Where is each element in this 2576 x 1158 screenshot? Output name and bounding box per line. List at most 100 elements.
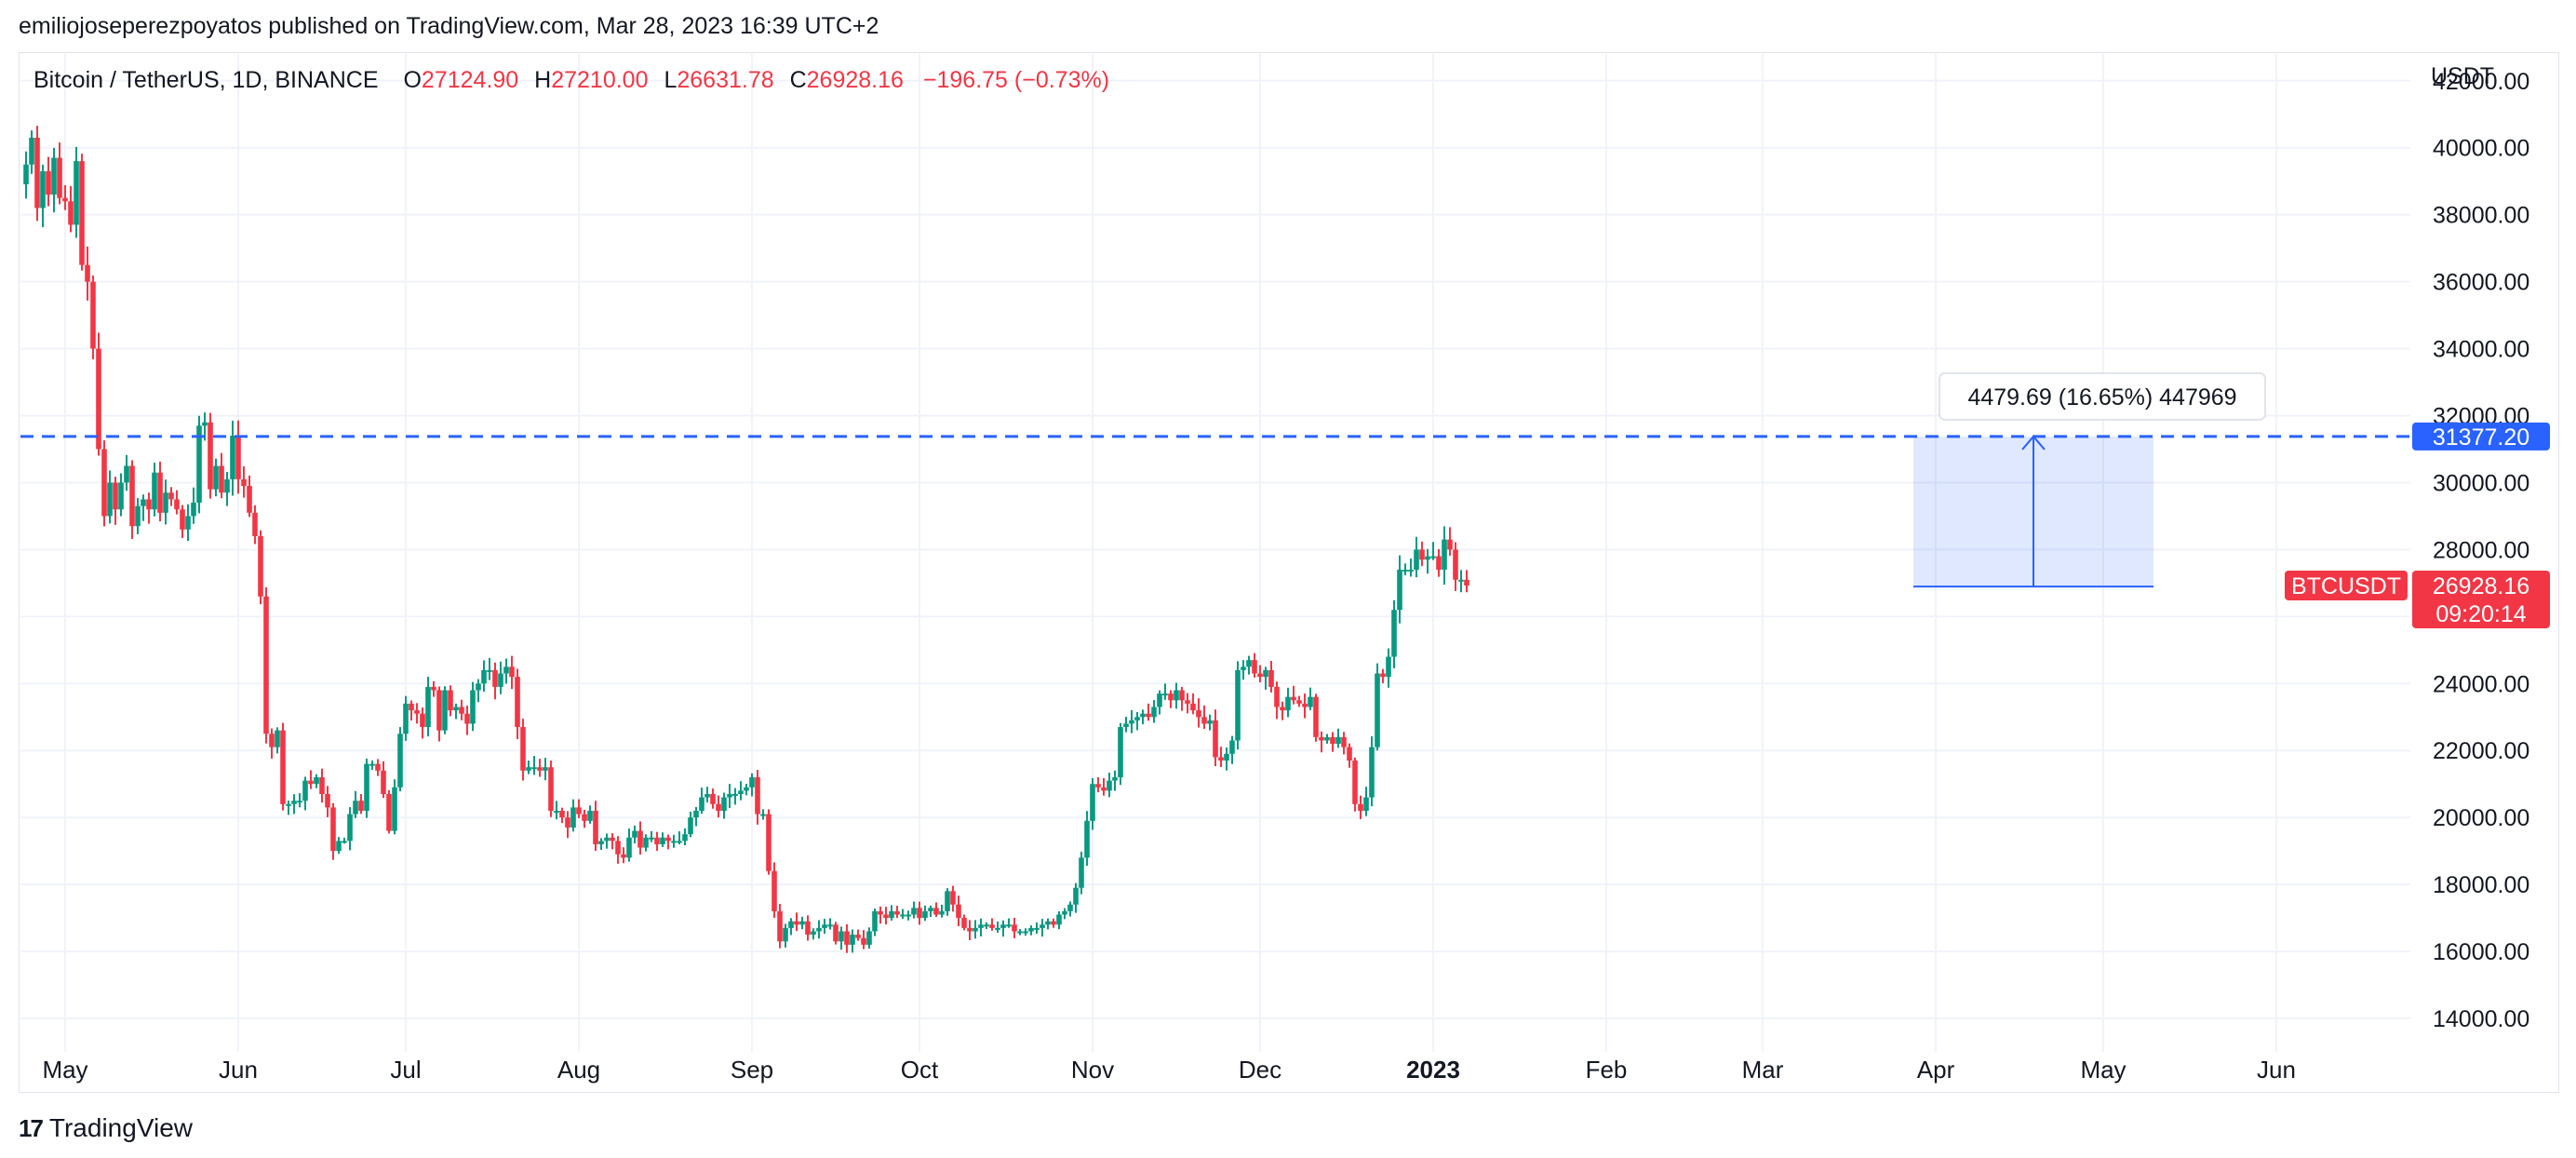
y-tick-label: 22000.00 (2433, 738, 2529, 764)
last-price-label: 26928.16 (2433, 573, 2529, 599)
candle-body (330, 807, 336, 852)
candle-body (208, 422, 213, 490)
candle-body (839, 931, 844, 942)
candle-body (677, 841, 682, 843)
candle-body (637, 830, 643, 848)
candle-body (286, 803, 291, 806)
candle-body (861, 937, 866, 945)
y-tick-label: 24000.00 (2433, 671, 2529, 697)
candle-body (671, 841, 677, 843)
candle-body (604, 837, 610, 842)
tradingview-logo[interactable]: 17 TradingView (19, 1113, 193, 1143)
candle-body (1263, 669, 1268, 678)
candle-body (1000, 924, 1006, 928)
change-value: −196.75 (−0.73%) (922, 67, 1110, 93)
candle-body (269, 734, 275, 747)
candle-body (956, 904, 961, 919)
candle-body (1436, 556, 1442, 570)
candle-body (470, 690, 476, 724)
candle-body (559, 810, 565, 818)
candle-body (46, 170, 51, 195)
candle-body (358, 801, 364, 811)
candle-body (101, 449, 107, 517)
candle-body (29, 137, 34, 165)
candle-body (1447, 539, 1453, 550)
publisher-info: emiliojoseperezpoyatos published on Trad… (19, 13, 879, 39)
candle-body (163, 492, 168, 513)
candle-body (1157, 693, 1162, 707)
candle-body (135, 505, 141, 527)
candle-body (1257, 673, 1263, 678)
candle-body (794, 921, 799, 925)
candle-body (364, 763, 369, 811)
candle-body (727, 794, 732, 798)
candle-body (704, 794, 710, 798)
symbol-tag (2285, 570, 2408, 600)
x-tick-label: Nov (1071, 1056, 1114, 1084)
candle-body (1442, 539, 1447, 570)
candle-body (381, 770, 386, 795)
candle-body (1235, 669, 1241, 741)
candle-body (1062, 910, 1067, 915)
candle-body (392, 787, 397, 831)
candle-body (816, 927, 822, 932)
candle-body (386, 794, 392, 831)
countdown-label: 09:20:14 (2435, 601, 2526, 627)
candle-body (129, 465, 135, 527)
candle-body (1101, 787, 1107, 791)
candle-body (1241, 667, 1246, 670)
candle-body (1274, 686, 1280, 707)
candle-body (1341, 736, 1347, 747)
candle-body (319, 777, 325, 795)
candle-body (548, 767, 554, 811)
x-tick-label: Dec (1239, 1056, 1281, 1084)
y-tick-label: 16000.00 (2433, 939, 2529, 965)
candle-body (950, 891, 956, 905)
candle-body (1324, 736, 1330, 741)
candle-body (291, 801, 297, 804)
symbol-label[interactable]: Bitcoin / TetherUS, 1D, BINANCE (34, 67, 379, 93)
x-tick-label: Oct (901, 1056, 939, 1084)
candle-body (1134, 717, 1140, 720)
candle-body (1386, 656, 1391, 678)
candle-body (1302, 703, 1308, 707)
candle-body (799, 921, 805, 925)
x-tick-label: Sep (731, 1056, 773, 1084)
candle-body (900, 914, 906, 917)
candle-body (1045, 921, 1051, 925)
candle-body (1453, 549, 1458, 580)
candle-body (928, 908, 933, 911)
candle-body (1051, 921, 1056, 925)
candle-body (336, 841, 342, 852)
y-tick-label: 40000.00 (2433, 136, 2529, 162)
candle-body (1229, 740, 1235, 754)
candle-body (526, 767, 531, 771)
candle-body (247, 486, 252, 513)
candle-body (883, 914, 889, 919)
candle-body (1207, 720, 1213, 724)
candle-body (760, 814, 766, 816)
y-tick-label: 14000.00 (2433, 1006, 2529, 1032)
candle-body (1073, 887, 1079, 905)
candle-body (342, 841, 347, 843)
candle-body (224, 478, 230, 493)
candle-body (1190, 703, 1196, 711)
candle-body (68, 201, 74, 225)
candle-body (436, 690, 442, 731)
candle-body (973, 927, 978, 932)
candle-body (79, 161, 85, 265)
candle-body (945, 891, 950, 911)
candle-body (1090, 784, 1095, 821)
low-value: 26631.78 (677, 67, 774, 93)
candle-body (219, 465, 224, 493)
candle-body (492, 669, 498, 687)
candle-body (626, 837, 632, 858)
candle-body (431, 686, 436, 691)
candle-body (576, 807, 582, 815)
candle-body (1224, 753, 1229, 761)
candle-body (554, 810, 559, 813)
chart-frame (19, 52, 2559, 1093)
candle-body (1123, 723, 1129, 728)
x-tick-label: May (2080, 1056, 2126, 1084)
